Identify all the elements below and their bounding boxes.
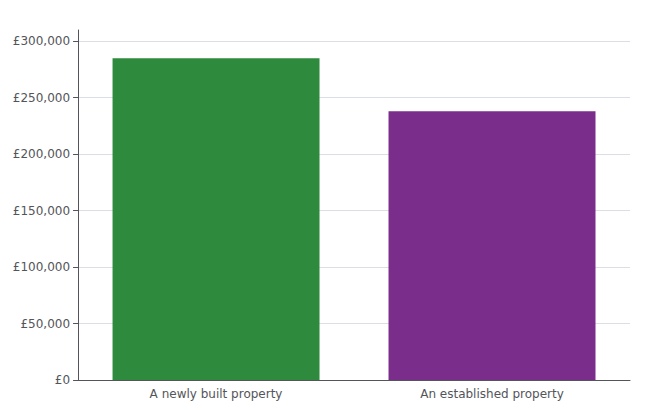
svg-text:£0: £0 (55, 373, 70, 387)
svg-text:£200,000: £200,000 (13, 147, 70, 161)
svg-text:A newly built property: A newly built property (150, 387, 283, 401)
svg-text:£100,000: £100,000 (13, 260, 70, 274)
svg-text:£50,000: £50,000 (20, 317, 70, 331)
svg-text:£250,000: £250,000 (13, 91, 70, 105)
svg-text:£300,000: £300,000 (13, 34, 70, 48)
svg-text:An established property: An established property (420, 387, 564, 401)
svg-text:£150,000: £150,000 (13, 204, 70, 218)
